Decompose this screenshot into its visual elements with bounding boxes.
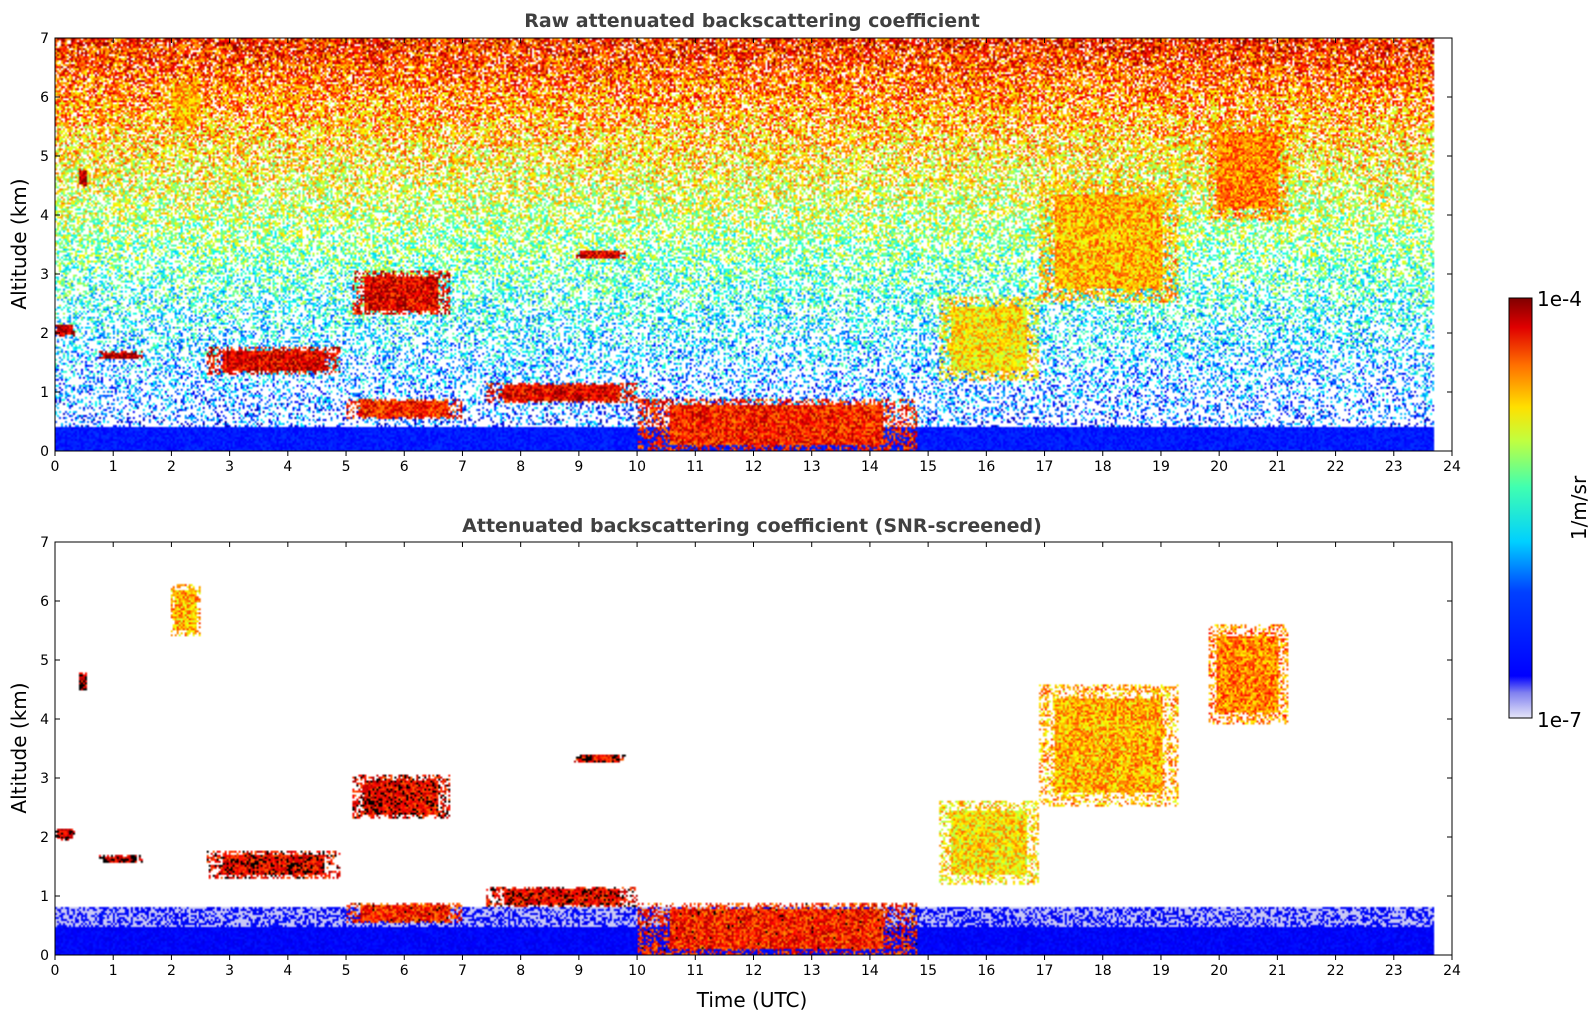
top-y-axis-label: Altitude (km) (7, 178, 31, 309)
x-tick-label: 4 (283, 963, 292, 979)
x-tick-label: 14 (861, 459, 879, 475)
x-tick-label: 20 (1210, 963, 1228, 979)
x-tick-label: 22 (1327, 459, 1345, 475)
y-tick-label: 4 (40, 208, 49, 224)
x-tick-label: 3 (225, 459, 234, 475)
y-tick-label: 5 (40, 653, 49, 669)
bottom-heatmap-image (55, 542, 1452, 955)
x-tick-label: 13 (803, 459, 821, 475)
x-tick-label: 12 (745, 459, 763, 475)
colorbar-gradient (1508, 297, 1533, 719)
colorbar-unit-label: 1/m/sr (1567, 475, 1591, 540)
x-tick-label: 15 (919, 963, 937, 979)
x-tick-label: 10 (628, 963, 646, 979)
x-tick-label: 12 (745, 963, 763, 979)
x-tick-label: 22 (1327, 963, 1345, 979)
y-tick-label: 6 (40, 90, 49, 106)
x-tick-label: 19 (1152, 963, 1170, 979)
x-tick-label: 3 (225, 963, 234, 979)
x-tick-label: 21 (1268, 963, 1286, 979)
x-tick-label: 7 (458, 459, 467, 475)
x-tick-label: 7 (458, 963, 467, 979)
colorbar-max-label: 1e-4 (1537, 287, 1582, 311)
top-axis-ticks: 0 1 2 3 4 5 6 7 8 9 10 11 12 13 14 15 16 17 18 19 20 21 22 23 24… (40, 31, 1461, 475)
y-tick-label: 1 (40, 889, 49, 905)
colorbar-min-label: 1e-7 (1537, 708, 1582, 732)
bottom-y-axis-label: Altitude (km) (7, 682, 31, 813)
bottom-chart-title: Attenuated backscattering coefficient (S… (462, 515, 1042, 537)
x-tick-label: 5 (342, 963, 351, 979)
x-tick-label: 21 (1268, 459, 1286, 475)
x-tick-label: 18 (1094, 459, 1112, 475)
y-tick-label: 1 (40, 385, 49, 401)
x-tick-label: 2 (167, 459, 176, 475)
top-heatmap-image (55, 38, 1452, 451)
colorbar: 1e-4 1e-7 1/m/sr (1508, 287, 1591, 732)
x-tick-label: 9 (574, 459, 583, 475)
x-tick-label: 24 (1443, 459, 1461, 475)
bottom-axis-ticks: 0 1 2 3 4 5 6 7 8 9 10 11 12 13 14 15 16 17 18 19 20 21 22 23 24… (40, 535, 1461, 979)
x-tick-label: 5 (342, 459, 351, 475)
x-tick-label: 6 (400, 963, 409, 979)
x-tick-label: 17 (1036, 459, 1054, 475)
y-tick-label: 3 (40, 267, 49, 283)
x-tick-label: 18 (1094, 963, 1112, 979)
x-tick-label: 24 (1443, 963, 1461, 979)
x-tick-label: 20 (1210, 459, 1228, 475)
x-tick-label: 16 (977, 459, 995, 475)
y-tick-label: 0 (40, 444, 49, 460)
x-tick-label: 16 (977, 963, 995, 979)
x-tick-label: 2 (167, 963, 176, 979)
x-tick-label: 8 (516, 963, 525, 979)
x-tick-label: 1 (109, 459, 118, 475)
y-tick-label: 2 (40, 326, 49, 342)
bottom-x-axis-label: Time (UTC) (696, 988, 808, 1012)
y-tick-label: 4 (40, 712, 49, 728)
y-tick-label: 5 (40, 149, 49, 165)
y-tick-label: 7 (40, 31, 49, 47)
x-tick-label: 8 (516, 459, 525, 475)
y-tick-label: 7 (40, 535, 49, 551)
y-tick-label: 0 (40, 948, 49, 964)
screened-backscatter-panel: Attenuated backscattering coefficient (S… (7, 515, 1461, 1012)
x-tick-label: 11 (686, 459, 704, 475)
x-tick-label: 15 (919, 459, 937, 475)
y-tick-label: 3 (40, 771, 49, 787)
x-tick-label: 10 (628, 459, 646, 475)
x-tick-label: 13 (803, 963, 821, 979)
x-tick-label: 6 (400, 459, 409, 475)
x-tick-label: 17 (1036, 963, 1054, 979)
x-tick-label: 11 (686, 963, 704, 979)
x-tick-label: 4 (283, 459, 292, 475)
top-chart-title: Raw attenuated backscattering coefficien… (524, 10, 980, 32)
x-tick-label: 0 (51, 459, 60, 475)
x-tick-label: 19 (1152, 459, 1170, 475)
x-tick-label: 1 (109, 963, 118, 979)
raw-backscatter-panel: Raw attenuated backscattering coefficien… (7, 10, 1461, 475)
x-tick-label: 23 (1385, 459, 1403, 475)
y-tick-label: 2 (40, 830, 49, 846)
x-tick-label: 0 (51, 963, 60, 979)
y-tick-label: 6 (40, 594, 49, 610)
x-tick-label: 14 (861, 963, 879, 979)
x-tick-label: 9 (574, 963, 583, 979)
x-tick-label: 23 (1385, 963, 1403, 979)
